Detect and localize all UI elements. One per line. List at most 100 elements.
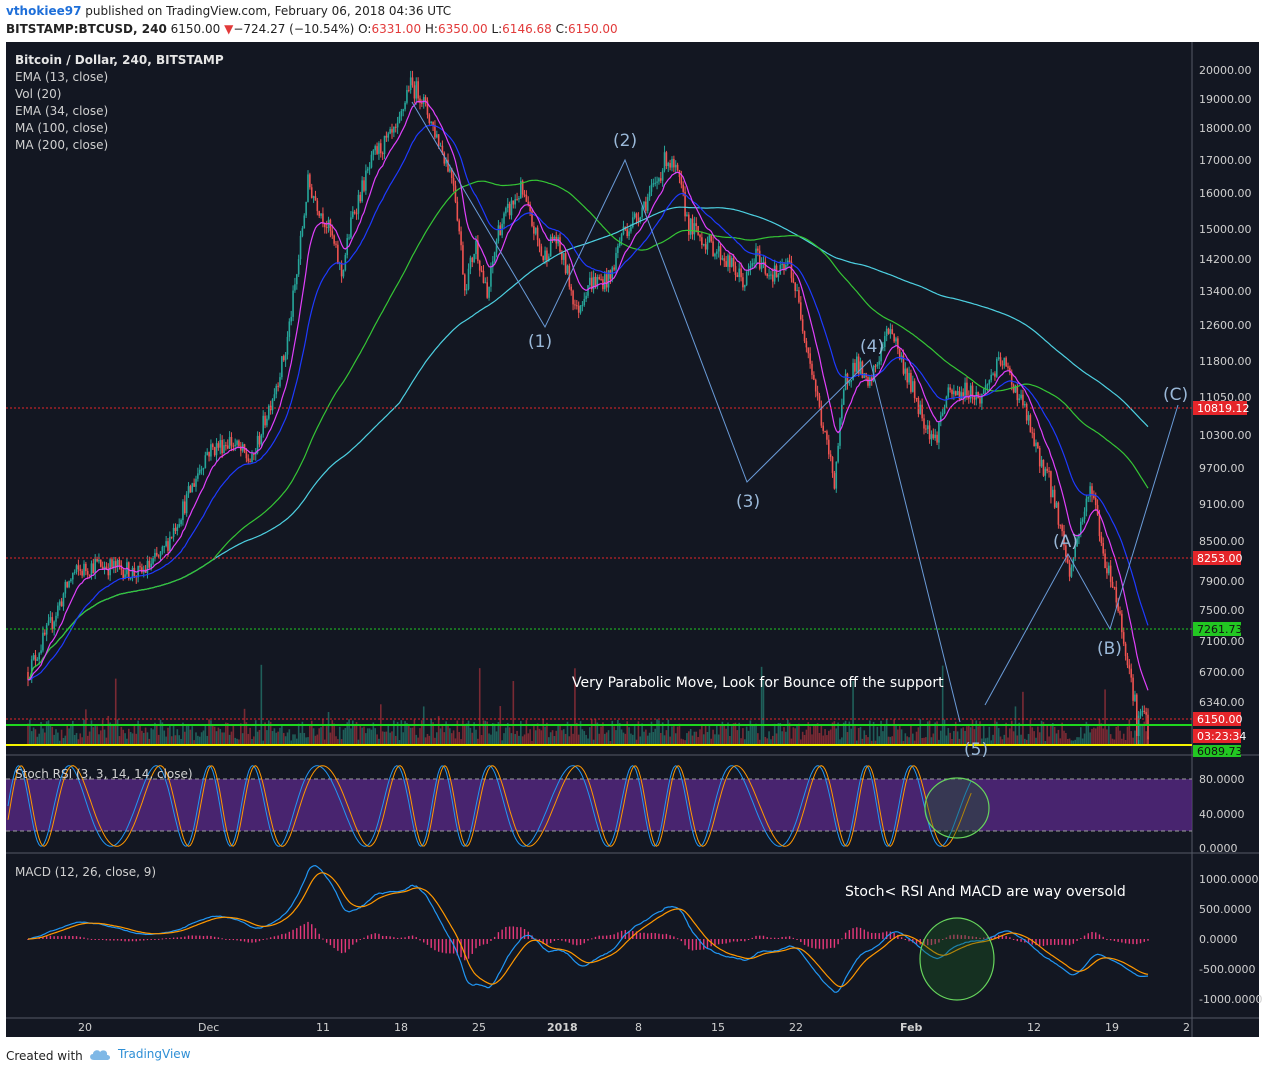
candle-body [648, 191, 651, 198]
volume-bar [421, 720, 423, 745]
candle-body [605, 274, 608, 288]
macd-histogram-bar [964, 935, 966, 939]
candle-body [53, 621, 55, 629]
candle-body [1085, 498, 1088, 512]
volume-bar [917, 727, 920, 745]
candle-body [200, 469, 203, 471]
macd-histogram-bar [703, 939, 705, 950]
volume-bar [381, 731, 384, 745]
candle-body [861, 361, 864, 379]
volume-bar [492, 723, 494, 745]
volume-bar [1124, 740, 1127, 745]
macd-histogram-bar [232, 939, 235, 941]
macd-histogram-bar [385, 936, 388, 939]
macd-histogram-bar [258, 939, 261, 942]
tradingview-link[interactable]: TradingView [88, 1047, 191, 1061]
volume-bar [238, 739, 240, 745]
macd-histogram-bar [180, 937, 182, 939]
candle-body [632, 217, 634, 228]
macd-histogram-bar [688, 939, 690, 950]
candle-body [1081, 519, 1084, 522]
candle-body [1108, 565, 1110, 574]
candle-body [1048, 470, 1050, 472]
macd-histogram-bar [139, 939, 141, 941]
candle-body [439, 145, 442, 147]
macd-histogram-bar [98, 939, 100, 940]
volume-bar [525, 720, 528, 745]
macd-histogram-bar [1128, 939, 1131, 944]
macd-histogram-bar [94, 939, 96, 940]
candle-body [1001, 364, 1004, 366]
volume-bar [286, 732, 289, 745]
macd-tick: 1000.0000 [1199, 873, 1259, 886]
volume-bar [174, 735, 177, 745]
volume-bar [809, 726, 811, 745]
volume-bar [618, 723, 621, 745]
candle-body [1100, 536, 1103, 544]
volume-bar [981, 738, 983, 745]
volume-bar [857, 728, 860, 745]
price-tick: 9100.00 [1199, 498, 1245, 511]
volume-bar [846, 732, 849, 745]
time-axis[interactable]: 20 Dec 11 18 25 2018 8 15 22 Feb 12 19 2 [78, 1021, 1190, 1034]
volume-bar [557, 725, 559, 745]
candle-body [275, 385, 278, 395]
candle-body [1018, 398, 1020, 401]
macd-histogram-bar [195, 935, 197, 939]
volume-bar [529, 729, 531, 745]
candle-body [477, 240, 479, 261]
volume-bar [374, 728, 376, 745]
candle-body [940, 415, 942, 423]
volume-bar [254, 720, 257, 745]
main-legend: Bitcoin / Dollar, 240, BITSTAMP EMA (13,… [15, 53, 224, 152]
price-axis[interactable]: 20000.00 19000.00 18000.00 17000.00 1600… [1199, 64, 1262, 1006]
price-tick: 7900.00 [1199, 575, 1245, 588]
volume-bar [94, 725, 96, 745]
volume-bar [1085, 721, 1088, 745]
wave-label-5: (5) [964, 740, 988, 760]
volume-bar [1104, 689, 1106, 745]
candle-body [1033, 432, 1035, 447]
author-link[interactable]: vthokiee97 [6, 4, 82, 18]
candle-body [398, 116, 401, 123]
time-tick: 19 [1105, 1021, 1119, 1034]
volume-bar [122, 729, 124, 745]
macd-histogram-bar [762, 935, 765, 939]
volume-bar [727, 722, 729, 745]
macd-histogram-bar [45, 936, 48, 939]
volume-bar [587, 738, 589, 745]
candle-body [475, 240, 477, 255]
volume-bar [717, 734, 720, 745]
candle-body [505, 208, 507, 214]
candle-body [544, 250, 546, 261]
macd-line [27, 864, 1149, 993]
candle-body [926, 425, 929, 430]
price-tick: 10300.00 [1199, 429, 1252, 442]
volume-bar [932, 733, 935, 745]
volume-bar [310, 720, 313, 745]
volume-bar [760, 666, 763, 745]
macd-histogram-bar [400, 937, 403, 939]
volume-bar [764, 736, 767, 745]
chart-area[interactable]: Bitcoin / Dollar, 240, BITSTAMP EMA (13,… [0, 42, 1265, 1042]
volume-bar [605, 732, 608, 745]
volume-bar [249, 727, 251, 745]
created-with-label: Created with [6, 1049, 83, 1063]
volume-bar [1089, 732, 1091, 745]
candle-body [1083, 511, 1086, 520]
volume-bar [424, 737, 427, 745]
macd-histogram-bar [956, 934, 959, 939]
macd-histogram-bar [169, 938, 171, 940]
volume-bar [428, 735, 431, 745]
macd-histogram-bar [1016, 939, 1019, 942]
wave-label-1: (1) [528, 332, 552, 352]
volume-bar [549, 732, 552, 745]
volume-bar [600, 726, 602, 745]
candle-body [1070, 567, 1073, 577]
volume-bar [721, 721, 724, 745]
candle-body [221, 440, 223, 454]
candle-body [445, 159, 447, 164]
candle-body [820, 406, 823, 426]
candle-body [833, 473, 836, 489]
candle-body [1098, 514, 1101, 537]
